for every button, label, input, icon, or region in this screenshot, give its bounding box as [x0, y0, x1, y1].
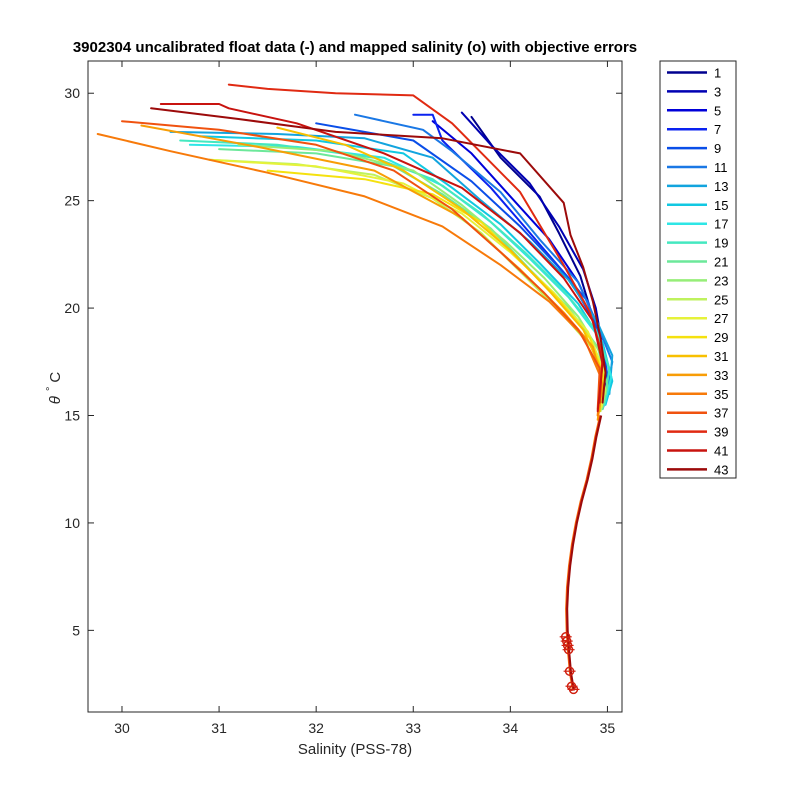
series-line-41 — [159, 103, 604, 413]
plot-frame — [87, 60, 623, 713]
x-tick-label: 31 — [211, 720, 227, 736]
legend-label-19: 19 — [714, 236, 728, 251]
legend-label-17: 17 — [714, 217, 728, 232]
legend-label-35: 35 — [714, 387, 728, 402]
y-tick-label: 5 — [72, 622, 80, 638]
legend-label-11: 11 — [714, 160, 728, 175]
x-axis-ticks: 30 31 32 33 34 35 — [114, 61, 615, 736]
legend-label-21: 21 — [714, 255, 728, 270]
legend-label-25: 25 — [714, 292, 728, 307]
y-tick-label: 20 — [64, 300, 80, 316]
series-line-23 — [237, 143, 607, 395]
legend-label-41: 41 — [714, 444, 728, 459]
y-axis-label-unit: C — [47, 372, 64, 383]
x-axis-label: Salinity (PSS-78) — [298, 741, 412, 758]
deep-profile-line-3 — [566, 415, 603, 691]
legend-label-9: 9 — [714, 141, 721, 156]
x-tick-label: 35 — [600, 720, 616, 736]
y-axis-label: θ°C — [45, 372, 64, 405]
chart-title: 3902304 uncalibrated float data (-) and … — [73, 39, 637, 56]
y-axis-ticks: 5 10 15 20 25 30 — [64, 85, 622, 638]
legend-label-1: 1 — [714, 66, 721, 81]
y-axis-label-symbol: θ — [47, 396, 64, 404]
y-tick-label: 25 — [64, 193, 80, 209]
legend-label-23: 23 — [714, 273, 728, 288]
x-tick-label: 33 — [405, 720, 421, 736]
legend-label-33: 33 — [714, 368, 728, 383]
x-tick-label: 32 — [308, 720, 324, 736]
legend-label-29: 29 — [714, 330, 728, 345]
y-tick-label: 30 — [64, 85, 80, 101]
legend-label-5: 5 — [714, 103, 721, 118]
legend-label-37: 37 — [714, 406, 728, 421]
y-tick-label: 10 — [64, 515, 80, 531]
y-tick-label: 15 — [64, 408, 80, 424]
deep-profile-layer — [565, 415, 603, 691]
series-layer — [96, 83, 614, 421]
mapped-salinity-markers — [559, 632, 580, 695]
series-line-37 — [121, 120, 601, 411]
legend-label-39: 39 — [714, 425, 728, 440]
legend-label-13: 13 — [714, 179, 728, 194]
legend-label-15: 15 — [714, 198, 728, 213]
series-line-43 — [150, 107, 607, 404]
legend-label-31: 31 — [714, 349, 728, 364]
legend-label-27: 27 — [714, 311, 728, 326]
legend-label-3: 3 — [714, 84, 721, 99]
x-tick-label: 30 — [114, 720, 130, 736]
x-tick-label: 34 — [503, 720, 519, 736]
legend-box — [659, 60, 737, 479]
legend-label-43: 43 — [714, 462, 728, 477]
legend-label-7: 7 — [714, 122, 721, 137]
series-line-35 — [96, 133, 602, 417]
